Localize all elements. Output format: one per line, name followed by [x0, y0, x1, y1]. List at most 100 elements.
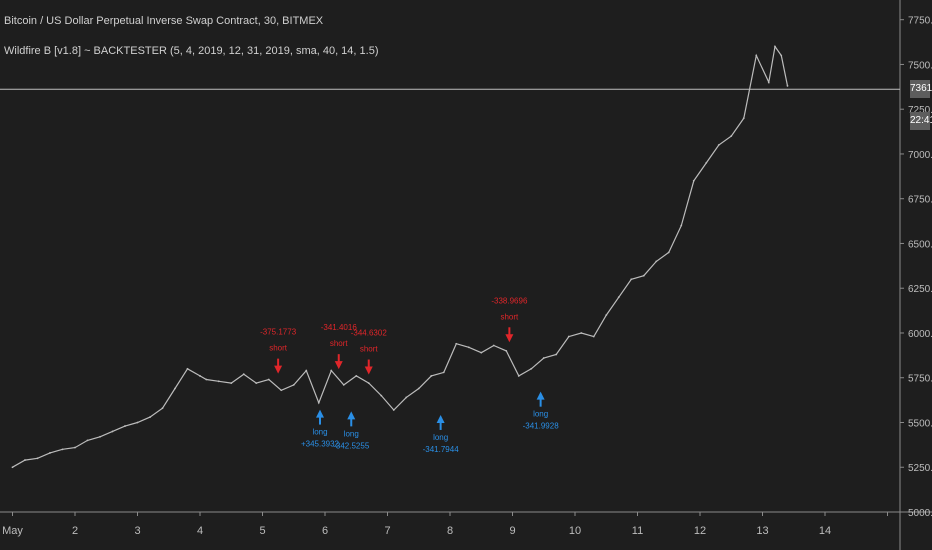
price-point: [49, 452, 51, 454]
short-signal: short -375.1773: [260, 328, 297, 374]
x-tick-label: 11: [632, 525, 643, 537]
price-point: [305, 369, 308, 372]
price-point: [342, 383, 345, 386]
y-tick-label: 6250.0: [908, 284, 932, 295]
long-signal: long -341.9928: [523, 391, 560, 431]
long-arrow-icon: [536, 391, 545, 400]
long-arrow-icon: [316, 409, 324, 418]
price-point: [642, 274, 645, 277]
y-tick-label: 7000.0: [908, 150, 932, 161]
price-point: [786, 85, 789, 87]
price-point: [267, 378, 270, 381]
price-point: [355, 375, 358, 377]
price-point: [630, 278, 633, 281]
price-point: [555, 353, 558, 356]
price-point: [667, 251, 670, 254]
price-point: [380, 394, 383, 397]
last-price-tag: 7361.5: [910, 80, 932, 98]
short-signal: short -338.9696: [491, 296, 528, 343]
price-point: [405, 396, 408, 399]
x-tick-label: 3: [134, 525, 140, 537]
long-value: -341.7944: [423, 445, 460, 454]
price-point: [124, 425, 126, 427]
long-label: long: [533, 410, 548, 419]
price-point: [430, 375, 433, 377]
price-point: [592, 335, 595, 338]
y-tick-label: 6000.0: [908, 329, 932, 340]
long-value: -342.5255: [333, 441, 370, 450]
x-tick-label: May: [2, 525, 23, 537]
price-point: [467, 346, 470, 349]
x-tick-label: 2: [72, 525, 78, 537]
short-value: -341.4016: [321, 323, 358, 332]
x-tick-label: 7: [384, 525, 390, 537]
price-point: [217, 380, 220, 383]
price-point: [367, 382, 370, 385]
price-point: [230, 382, 233, 385]
short-value: -338.9696: [491, 296, 528, 305]
price-point: [455, 342, 458, 345]
y-tick-label: 5250.0: [908, 463, 932, 474]
long-value: +345.3932: [301, 440, 340, 449]
price-point: [280, 389, 283, 392]
y-tick-label: 7250.0: [908, 105, 932, 116]
short-signal: short -341.4016: [321, 323, 358, 370]
x-tick-label: 8: [447, 525, 453, 537]
price-point: [24, 459, 26, 461]
price-point: [680, 224, 683, 227]
short-label: short: [269, 344, 288, 353]
price-point: [242, 373, 245, 376]
price-point: [186, 367, 189, 370]
y-tick-label: 6500.0: [908, 239, 932, 250]
y-tick-label: 7750.0: [908, 16, 932, 27]
x-tick-label: 4: [197, 525, 203, 537]
short-label: short: [330, 339, 349, 348]
countdown-tag: 22:41: [910, 112, 932, 130]
price-point: [111, 430, 114, 433]
price-point: [605, 314, 608, 316]
long-label: long: [344, 429, 359, 438]
short-arrow-icon: [505, 334, 514, 343]
price-point: [99, 435, 101, 438]
x-tick-label: 10: [569, 525, 581, 537]
long-label: long: [312, 428, 327, 437]
price-point: [730, 135, 733, 137]
y-tick-label: 5500.0: [908, 418, 932, 429]
x-tick-label: 13: [756, 525, 768, 537]
price-point: [655, 260, 658, 263]
price-point: [767, 81, 770, 84]
price-point: [480, 351, 483, 354]
price-point: [774, 45, 776, 48]
price-point: [417, 387, 420, 390]
price-point: [617, 296, 620, 299]
y-tick-label: 5750.0: [908, 374, 932, 385]
x-tick-label: 6: [322, 525, 328, 537]
price-point: [36, 457, 39, 460]
price-point: [61, 448, 64, 451]
short-arrow-icon: [274, 365, 283, 374]
price-point: [199, 375, 201, 377]
price-point: [149, 416, 151, 419]
price-point: [205, 378, 208, 381]
indicator-legend[interactable]: Wildfire B [v1.8] ~ BACKTESTER (5, 4, 20…: [4, 45, 379, 57]
short-label: short: [360, 345, 379, 354]
price-point: [717, 144, 720, 146]
price-point: [174, 387, 176, 390]
short-value: -344.6302: [351, 329, 388, 338]
short-signal: short -344.6302: [351, 329, 388, 375]
price-point: [330, 369, 333, 372]
price-point: [542, 357, 545, 359]
long-arrow-icon: [436, 414, 445, 423]
price-point: [11, 466, 14, 469]
price-point: [492, 344, 495, 347]
short-label: short: [500, 312, 519, 321]
short-value: -375.1773: [260, 328, 297, 337]
long-value: -341.9928: [523, 422, 560, 431]
price-point: [742, 117, 745, 120]
price-point: [161, 407, 164, 410]
price-point: [255, 382, 258, 385]
price-point: [517, 375, 520, 377]
long-label: long: [433, 433, 448, 442]
